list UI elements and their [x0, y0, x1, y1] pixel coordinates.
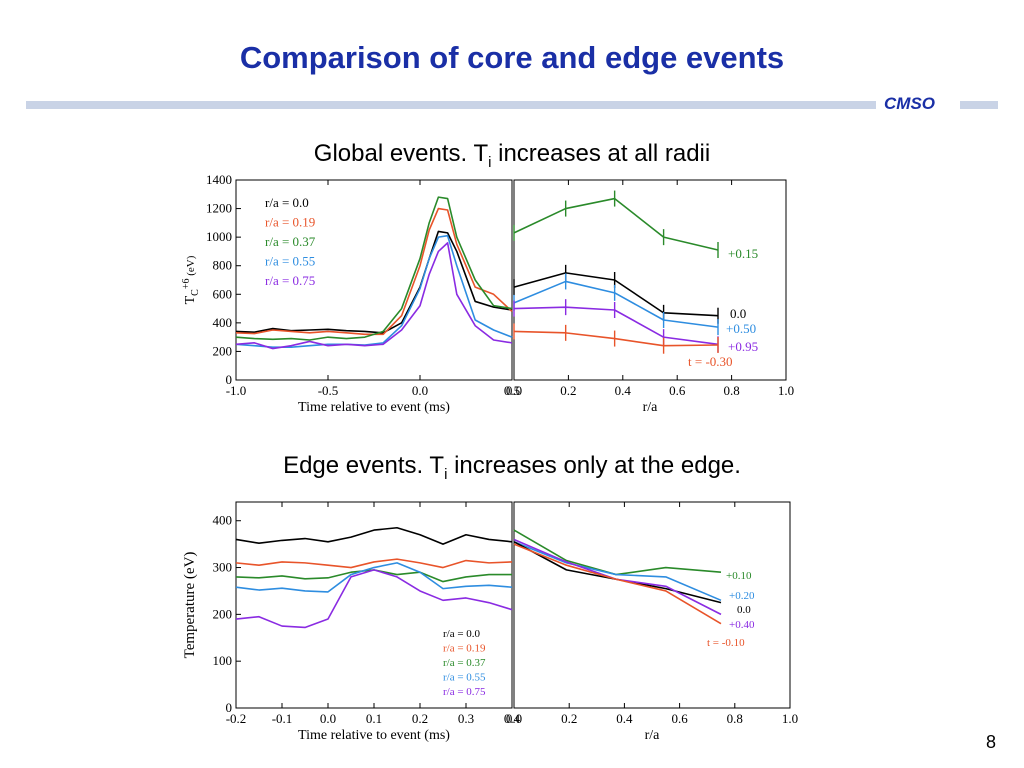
edge-time-xtick-label: 0.4	[504, 711, 521, 726]
edge-time-xtick-label: -0.1	[272, 711, 293, 726]
global-time-legend-entry: r/a = 0.55	[265, 254, 315, 269]
global-time-legend-entry: r/a = 0.19	[265, 215, 315, 230]
global-radius-xlabel: r/a	[643, 400, 659, 415]
edge-time-ylabel: Temperature (eV)	[182, 552, 198, 659]
edge-time-xtick-label: 0.3	[458, 711, 474, 726]
global-time-ytick-label: 1000	[206, 229, 232, 244]
global-time-ytick-label: 400	[213, 315, 233, 330]
edge-radius-series-label: +0.10	[726, 570, 752, 582]
edge-time-ytick-label: 300	[213, 560, 233, 575]
global-time-series-line	[235, 234, 513, 348]
edge-time-xtick-label: 0.0	[320, 711, 336, 726]
global-time-ytick-label: 600	[213, 286, 233, 301]
global-time-series-line	[235, 230, 513, 334]
edge-time-series-line	[235, 569, 513, 629]
title-divider-right	[960, 101, 998, 109]
global-time-frame	[235, 179, 513, 381]
global-radius-series-label: 0.0	[730, 306, 746, 321]
global-radius-series-label: +0.15	[728, 246, 758, 261]
edge-radius-xlabel: r/a	[645, 728, 661, 743]
global-radius-series-label: +0.95	[728, 339, 758, 354]
edge-time-ytick-label: 100	[213, 653, 233, 668]
edge-radius-series-label: t = -0.10	[707, 637, 745, 649]
edge-time-xtick-label: 0.1	[366, 711, 382, 726]
edge-time-xlabel: Time relative to event (ms)	[298, 728, 450, 743]
edge-time-legend-entry: r/a = 0.55	[443, 672, 486, 684]
global-radius-xtick-label: 1.0	[778, 383, 794, 398]
edge-radius-xtick-label: 0.8	[727, 711, 743, 726]
edge-time-frame	[235, 501, 513, 709]
global-time-legend-entry: r/a = 0.0	[265, 195, 309, 210]
edge-time-legend-entry: r/a = 0.0	[443, 628, 481, 640]
global-time-ytick-label: 1200	[206, 201, 232, 216]
edge-radius-xtick-label: 1.0	[782, 711, 798, 726]
title-divider	[26, 101, 876, 109]
global-time-legend-entry: r/a = 0.75	[265, 273, 315, 288]
global-time-xtick-label: 0.5	[504, 383, 520, 398]
global-radius-xtick-label: 0.4	[615, 383, 632, 398]
edge-time-series-line	[235, 569, 512, 583]
global-radius-xtick-label: 0.0	[506, 383, 522, 398]
global-time-xlabel: Time relative to event (ms)	[298, 400, 450, 415]
edge-radius-xtick-label: 0.6	[671, 711, 688, 726]
edge-radius-xtick-label: 0.2	[561, 711, 577, 726]
global-radius-frame	[513, 179, 787, 381]
global-time-xtick-label: -1.0	[226, 383, 247, 398]
edge-time-ytick-label: 400	[213, 513, 233, 528]
edge-time-series-line	[235, 558, 513, 569]
global-events-heading: Global events. Ti increases at all radii	[313, 140, 711, 171]
global-radius-xtick-label: 0.6	[669, 383, 686, 398]
global-time-ylabel: TC+6 (eV)	[181, 255, 201, 304]
edge-radius-series-line	[513, 541, 722, 602]
edge-time-legend-entry: r/a = 0.19	[443, 643, 486, 655]
global-time-ytick-label: 200	[213, 343, 233, 358]
edge-time-legend-entry: r/a = 0.37	[443, 657, 486, 669]
global-radius-xtick-label: 0.8	[723, 383, 739, 398]
edge-radius-series-line	[513, 543, 722, 625]
edge-time-ytick-label: 0	[226, 700, 233, 715]
global-radius-series-label: t = -0.30	[688, 354, 733, 369]
global-radius-series-line	[513, 306, 719, 346]
edge-radius-series-line	[513, 541, 722, 604]
global-time-ytick-label: 0	[226, 372, 233, 387]
global-radius-series-line	[513, 197, 719, 251]
global-time-series-line	[235, 242, 513, 350]
page-number: 8	[986, 732, 997, 752]
global-time-ytick-label: 1400	[206, 172, 232, 187]
edge-time-series-line	[235, 562, 513, 593]
edge-time-xtick-label: 0.2	[412, 711, 428, 726]
global-time-series-line	[235, 196, 513, 341]
edge-radius-xtick-label: 0.0	[506, 711, 522, 726]
edge-radius-series-line	[513, 529, 722, 576]
edge-time-xtick-label: -0.2	[226, 711, 247, 726]
global-radius-series-line	[513, 272, 719, 317]
edge-radius-series-line	[513, 538, 722, 616]
edge-radius-series-label: +0.40	[729, 619, 755, 631]
edge-time-series-line	[235, 526, 513, 545]
edge-time-legend-entry: r/a = 0.75	[443, 686, 486, 698]
edge-radius-xtick-label: 0.4	[616, 711, 633, 726]
global-time-ytick-label: 800	[213, 258, 233, 273]
global-radius-series-line	[513, 280, 719, 328]
global-time-legend-entry: r/a = 0.37	[265, 234, 316, 249]
global-time-xtick-label: -0.5	[318, 383, 339, 398]
global-radius-series-line	[513, 330, 719, 347]
edge-radius-series-label: +0.20	[729, 590, 755, 602]
global-time-xtick-label: 0.0	[412, 383, 428, 398]
org-label: CMSO	[884, 94, 935, 113]
edge-time-ytick-label: 200	[213, 606, 233, 621]
edge-radius-series-label: 0.0	[737, 604, 751, 616]
edge-radius-frame	[513, 501, 791, 709]
edge-events-heading: Edge events. Ti increases only at the ed…	[283, 452, 741, 483]
global-radius-series-label: +0.50	[726, 321, 756, 336]
slide-title: Comparison of core and edge events	[239, 40, 785, 75]
global-radius-xtick-label: 0.2	[560, 383, 576, 398]
global-time-series-line	[235, 207, 513, 336]
